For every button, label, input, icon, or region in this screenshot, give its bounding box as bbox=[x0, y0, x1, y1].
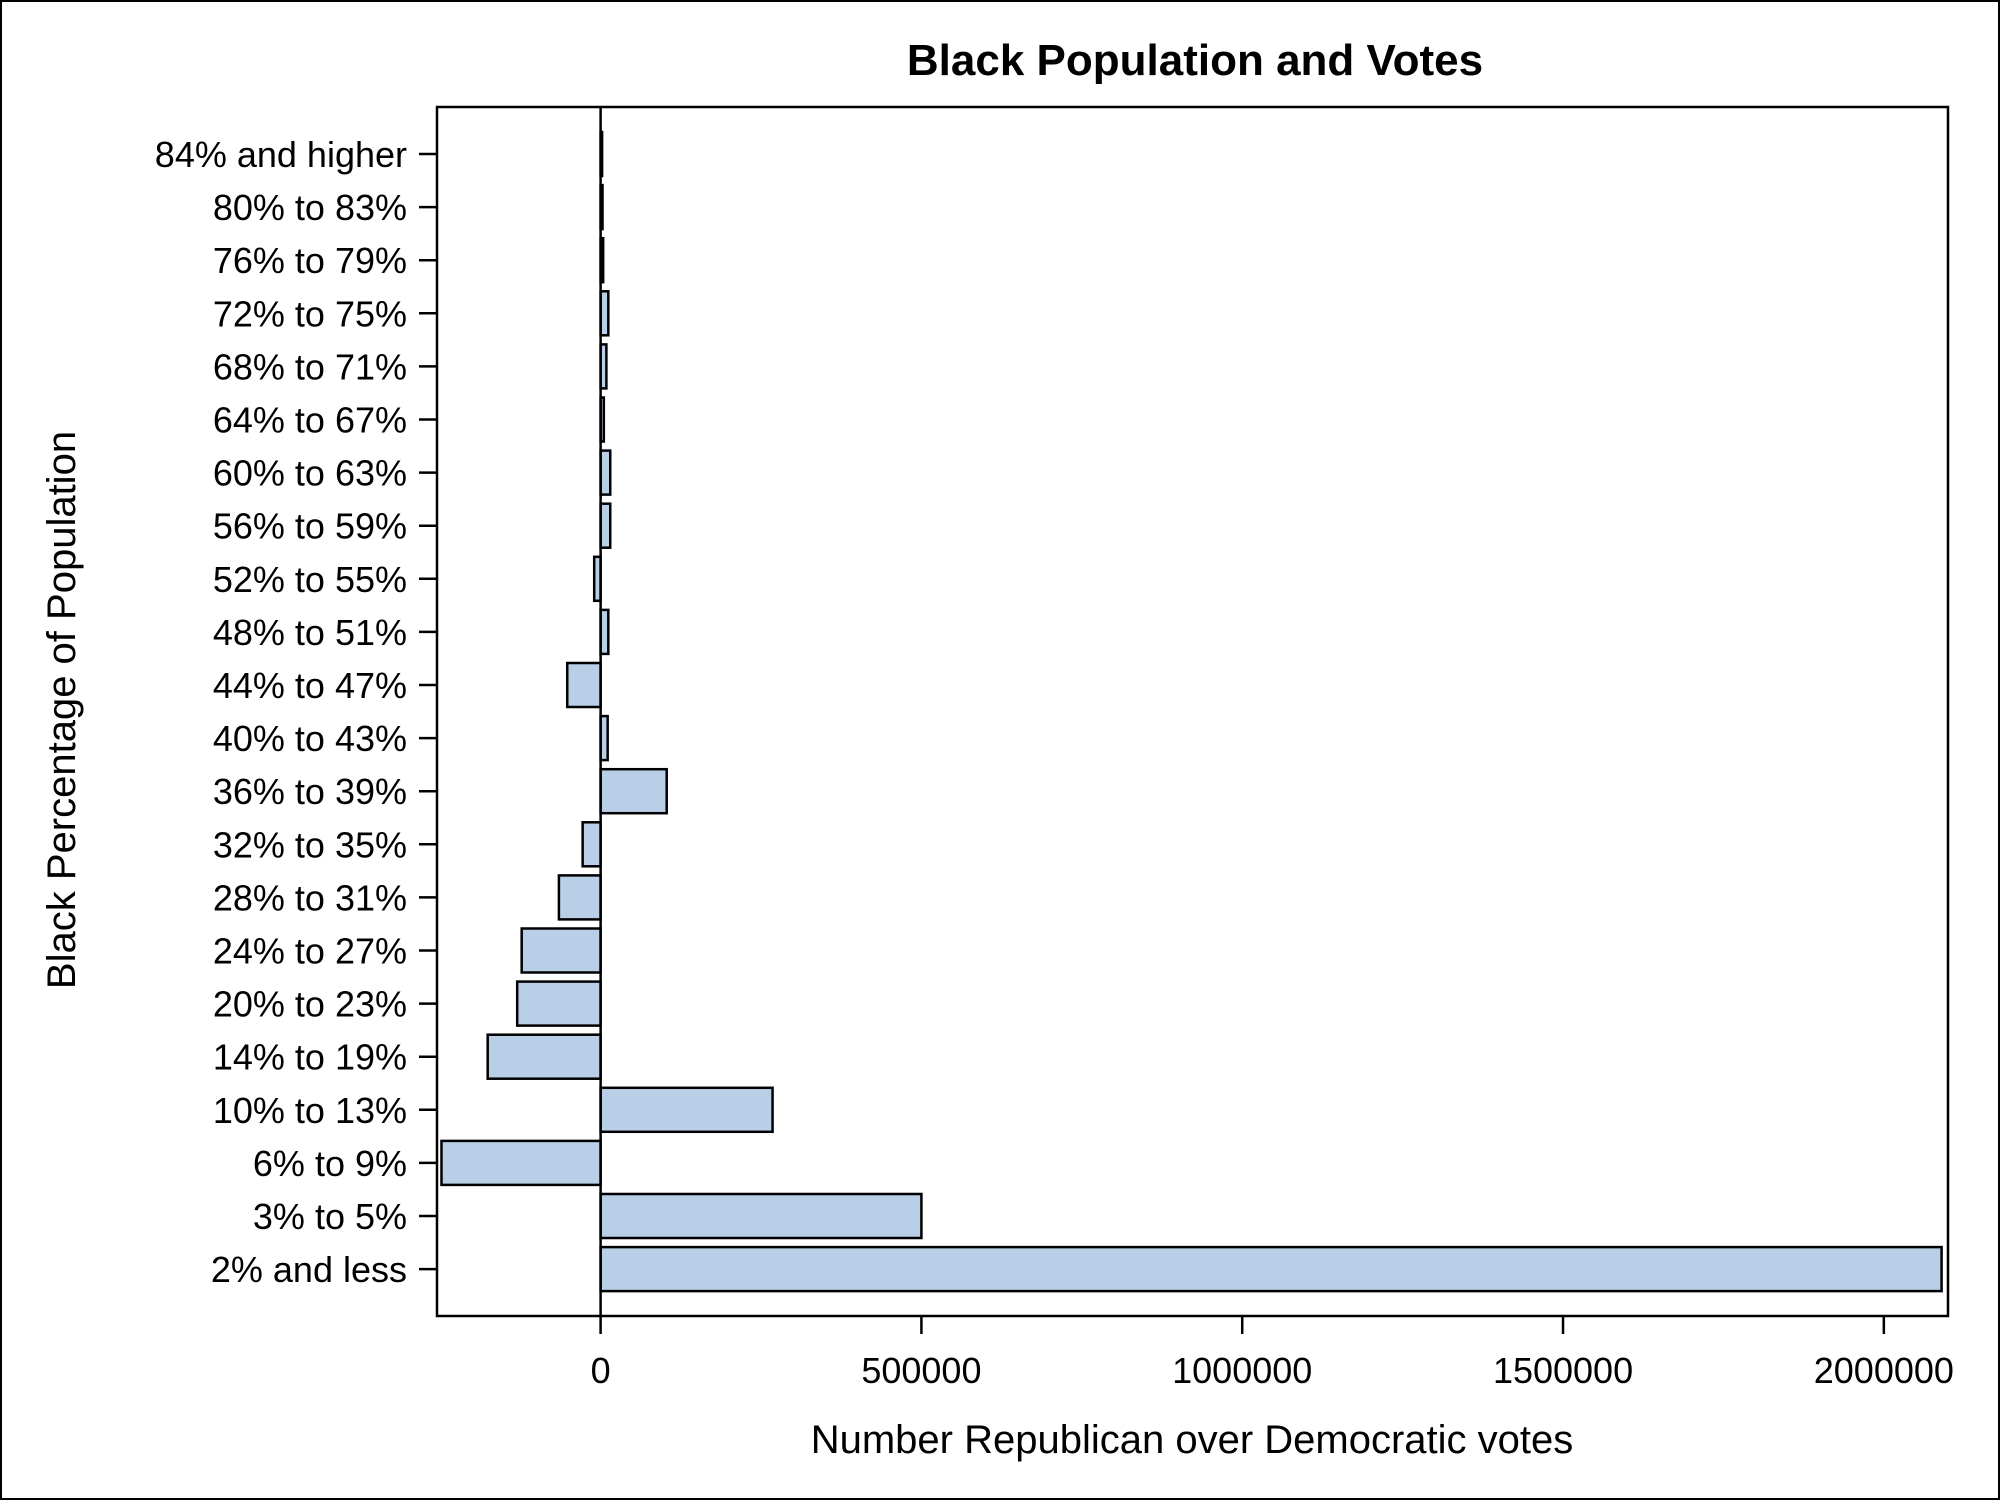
y-tick-label: 20% to 23% bbox=[213, 984, 407, 1025]
bars-layer bbox=[440, 130, 1943, 1293]
y-tick-label: 6% to 9% bbox=[253, 1143, 407, 1184]
y-tick-label: 24% to 27% bbox=[213, 931, 407, 972]
y-tick-label: 10% to 13% bbox=[213, 1090, 407, 1131]
y-tick-label: 32% to 35% bbox=[213, 824, 407, 865]
x-tick-label: 500000 bbox=[861, 1350, 981, 1391]
y-tick-label: 52% to 55% bbox=[213, 559, 407, 600]
bar bbox=[557, 874, 602, 921]
y-tick-label: 60% to 63% bbox=[213, 453, 407, 494]
bar bbox=[599, 449, 612, 496]
y-tick-label: 48% to 51% bbox=[213, 612, 407, 653]
bar bbox=[440, 1139, 602, 1187]
y-tick-label: 2% and less bbox=[211, 1249, 407, 1290]
x-axis-label: Number Republican over Democratic votes bbox=[811, 1418, 1574, 1462]
chart-title: Black Population and Votes bbox=[907, 36, 1483, 85]
y-tick-label: 64% to 67% bbox=[213, 400, 407, 441]
y-tick-label: 44% to 47% bbox=[213, 665, 407, 706]
plot-frame bbox=[435, 105, 1950, 1318]
bar bbox=[515, 980, 602, 1027]
y-axis-label: Black Percentage of Population bbox=[40, 431, 84, 989]
bar bbox=[486, 1033, 602, 1080]
bar bbox=[565, 661, 602, 709]
y-tick-label: 80% to 83% bbox=[213, 187, 407, 228]
bar bbox=[599, 1245, 1943, 1293]
x-tick-label: 0 bbox=[591, 1350, 611, 1391]
bar bbox=[599, 1192, 923, 1240]
y-tick-label: 14% to 19% bbox=[213, 1037, 407, 1078]
y-tick-label: 72% to 75% bbox=[213, 293, 407, 334]
y-axis: 84% and higher 80% to 83% 76% to 79% 72% to… bbox=[155, 134, 437, 1290]
bar bbox=[520, 927, 602, 974]
x-axis: 0 500000 1000000 1500000 2000000 bbox=[591, 1316, 1954, 1391]
y-tick-label: 84% and higher bbox=[155, 134, 407, 175]
x-tick-label: 1500000 bbox=[1493, 1350, 1633, 1391]
y-tick-label: 56% to 59% bbox=[213, 506, 407, 547]
x-tick-label: 2000000 bbox=[1814, 1350, 1954, 1391]
bar bbox=[599, 502, 612, 549]
y-tick-label: 40% to 43% bbox=[213, 718, 407, 759]
y-tick-label: 68% to 71% bbox=[213, 346, 407, 387]
y-tick-label: 36% to 39% bbox=[213, 771, 407, 812]
bar bbox=[581, 821, 602, 868]
bar bbox=[599, 767, 668, 815]
y-tick-label: 76% to 79% bbox=[213, 240, 407, 281]
y-tick-label: 3% to 5% bbox=[253, 1196, 407, 1237]
bar bbox=[599, 1086, 774, 1134]
x-tick-label: 1000000 bbox=[1172, 1350, 1312, 1391]
y-tick-label: 28% to 31% bbox=[213, 877, 407, 918]
